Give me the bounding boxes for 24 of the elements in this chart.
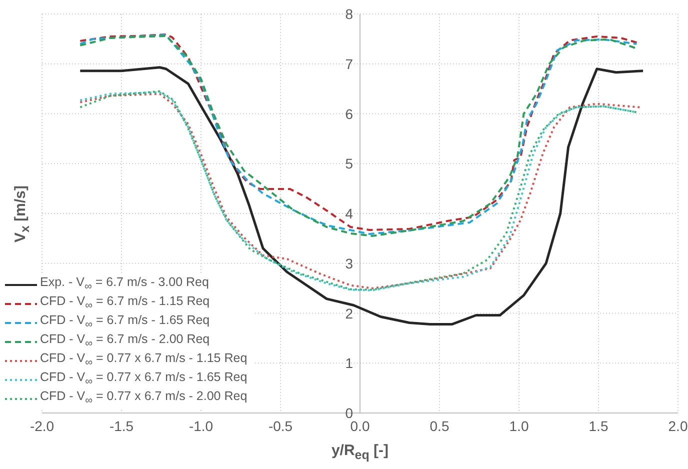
- x-tick-label: -1.5: [109, 418, 134, 434]
- x-tick-label: -1.0: [188, 418, 214, 434]
- y-tick-label: 2: [345, 305, 354, 322]
- x-tick-label: 2.0: [668, 418, 688, 434]
- legend-label: Exp. - V$_{∞}$ = 6.7 m/s - 3.00 Req: [40, 274, 209, 292]
- legend-label: CFD - V$_{∞}$ = 6.7 m/s - 2.00 Req: [40, 332, 210, 349]
- x-tick-label: 0.5: [430, 418, 450, 434]
- x-tick-label: -0.5: [268, 418, 293, 434]
- x-axis-title: y/R$_{eq}$ [-]: [331, 442, 389, 462]
- legend-label: CFD - V$_{∞}$ = 0.77 x 6.7 m/s - 2.00 Req: [40, 388, 248, 408]
- legend-label: CFD - V$_{∞}$ = 6.7 m/s - 1.65 Req: [40, 312, 210, 330]
- x-tick-label: -2.0: [30, 418, 54, 434]
- legend-label: CFD - V$_{∞}$ = 0.77 x 6.7 m/s - 1.15 Req: [40, 350, 248, 368]
- legend-label: CFD - V$_{∞}$ = 0.77 x 6.7 m/s - 1.65 Req: [40, 370, 248, 387]
- y-tick-label: 7: [345, 56, 354, 72]
- y-tick-label: 1: [345, 355, 354, 372]
- x-tick-label: 1.5: [588, 418, 608, 434]
- legend-label: CFD - V$_{∞}$ = 6.7 m/s - 1.15 Req: [40, 294, 210, 311]
- y-tick-label: 8: [345, 6, 354, 22]
- y-tick-label: 4: [345, 206, 354, 222]
- y-tick-label: 3: [345, 255, 354, 272]
- y-tick-label: 5: [345, 156, 354, 172]
- y-tick-label: 6: [345, 106, 354, 122]
- x-tick-label: 1.0: [509, 418, 529, 434]
